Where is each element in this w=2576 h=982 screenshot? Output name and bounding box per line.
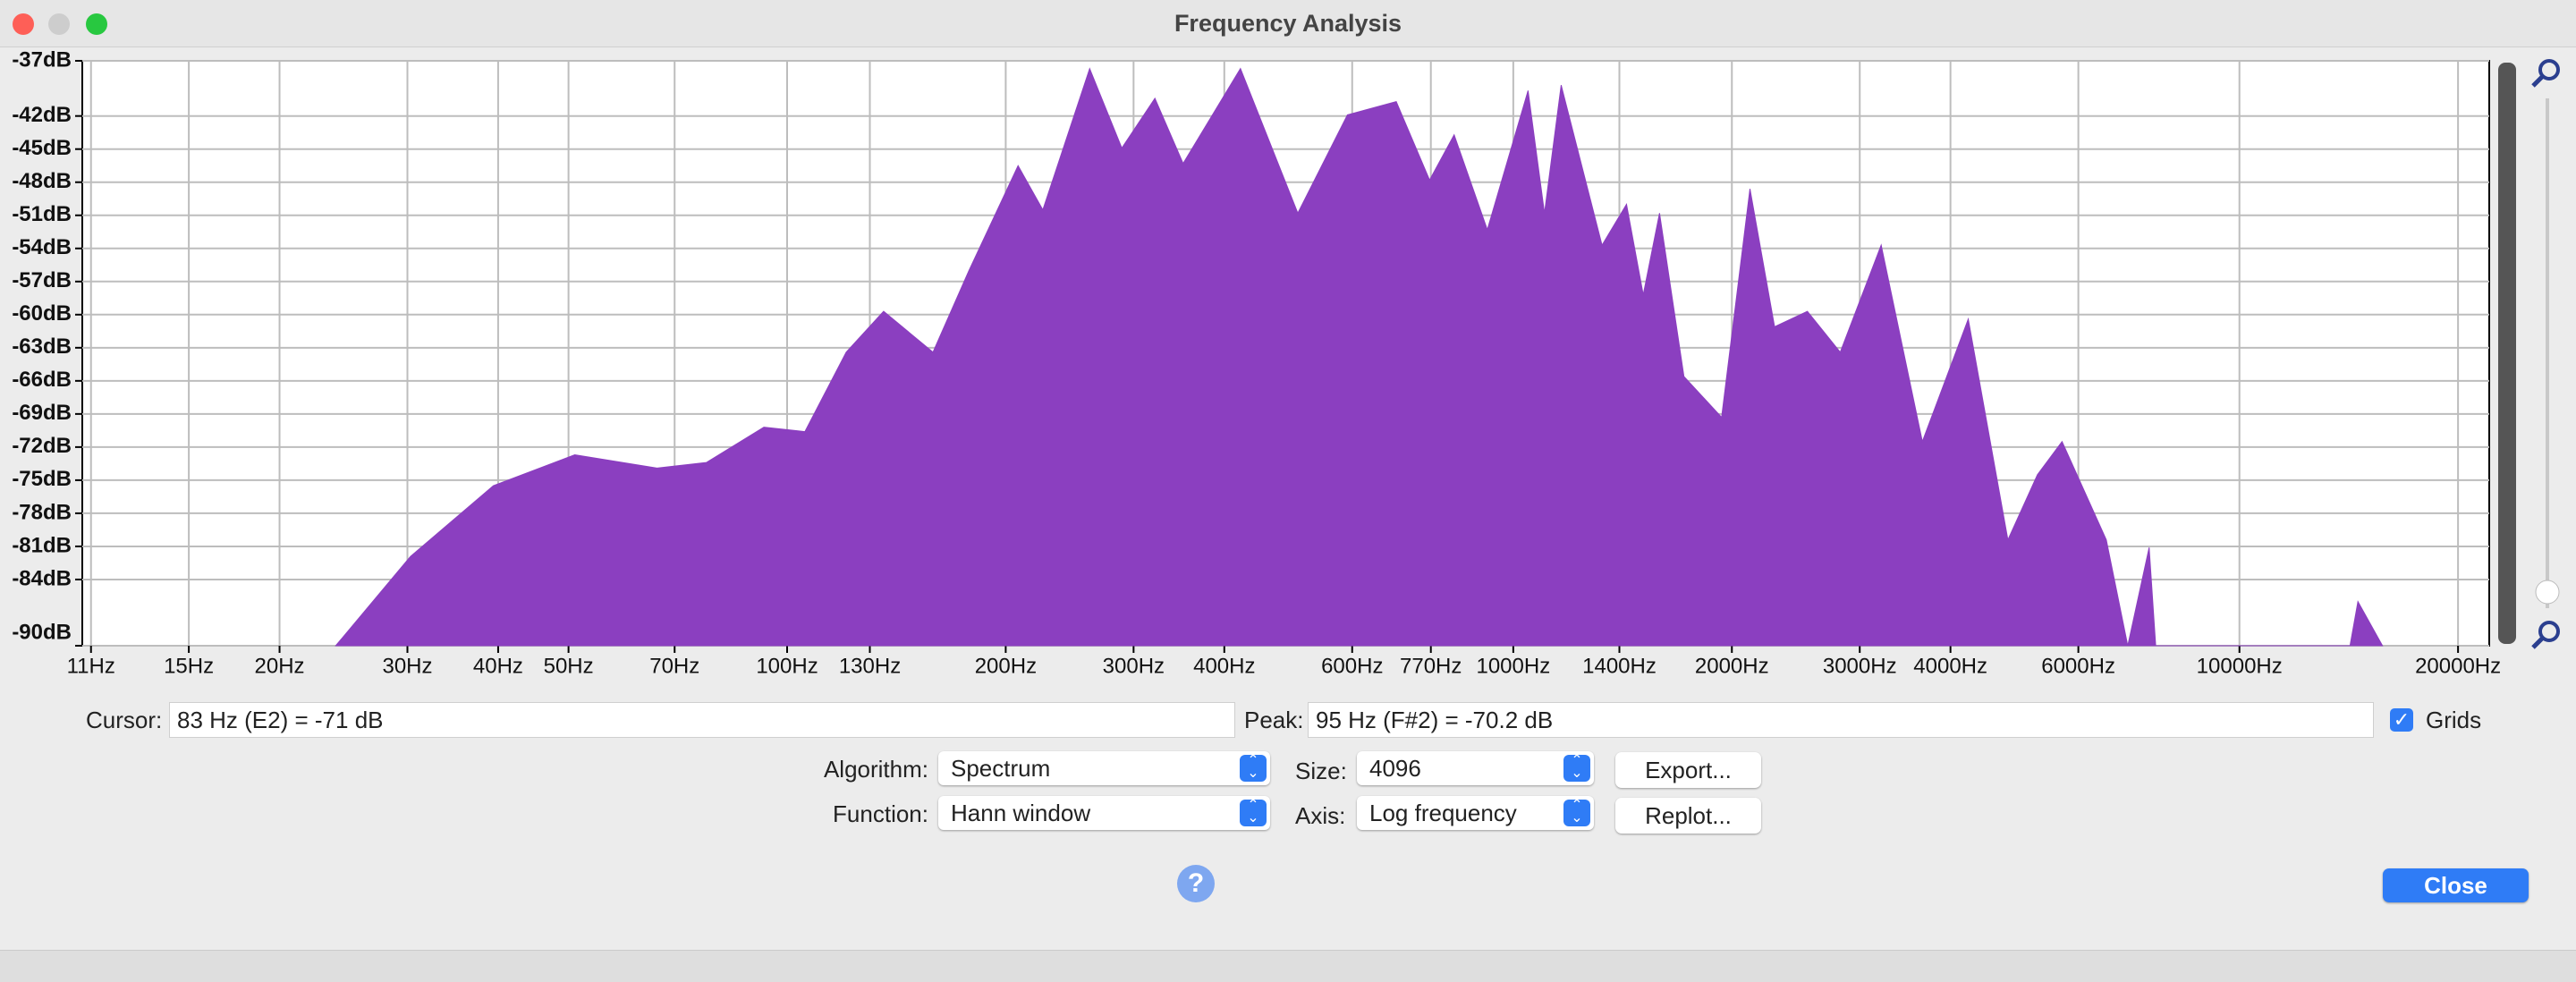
x-tick-label: 770Hz [1400,654,1462,678]
window-title: Frequency Analysis [1174,10,1402,37]
y-tick-label: -78dB [12,500,72,524]
peak-label: Peak: [1244,707,1304,733]
select-arrows: ⌃ ⌄ [1563,754,1590,782]
y-tick-label: -75dB [12,467,72,491]
x-tick-label: 3000Hz [1823,654,1897,678]
plot-layer: -37dB -42dB -45dB -48dB -51dB -54dB -57dB -60dB… [12,47,2501,678]
y-tick-label: -54dB [12,235,72,259]
status-bar [0,950,2576,982]
x-tick-label: 4000Hz [1913,654,1987,678]
function-select[interactable]: Hann window ⌃ ⌄ [938,796,1270,830]
y-tick-label: -84dB [12,566,72,590]
close-dot[interactable] [13,13,34,35]
x-tick-label: 1400Hz [1582,654,1657,678]
cursor-field: 83 Hz (E2) = -71 dB [169,702,1235,738]
y-tick-label: -48dB [12,169,72,193]
peak-field: 95 Hz (F#2) = -70.2 dB [1308,702,2374,738]
zoom-out[interactable] [2531,621,2560,649]
y-tick-label: -81dB [12,533,72,557]
x-tick-label: 300Hz [1103,654,1165,678]
y-tick-label: -60dB [12,301,72,326]
x-tick-label: 50Hz [544,654,594,678]
y-tick-label: -37dB [12,47,72,72]
zoom-in[interactable] [2531,59,2560,88]
x-tick-label: 130Hz [839,654,901,678]
export-button[interactable]: Export... [1615,752,1761,788]
close-button[interactable]: Close [2383,868,2529,902]
algorithm-value: Spectrum [951,755,1051,782]
y-tick-label: -57dB [12,268,72,292]
x-tick-label: 200Hz [975,654,1037,678]
x-tick-label: 20000Hz [2415,654,2501,678]
spectrum-area [335,67,2384,647]
grids-checkbox[interactable]: ✓ [2390,708,2413,732]
x-tick-label: 2000Hz [1695,654,1769,678]
y-tick-label: -90dB [12,620,72,644]
help-button[interactable]: ? [1177,865,1215,902]
select-arrows: ⌃ ⌄ [1240,754,1267,782]
select-arrows: ⌃ ⌄ [1563,799,1590,826]
replot-button[interactable]: Replot... [1615,798,1761,834]
y-tick-label: -66dB [12,368,72,392]
x-tick-label: 20Hz [255,654,305,678]
x-tick-label: 40Hz [473,654,523,678]
x-tick-label: 70Hz [649,654,699,678]
y-tick-label: -42dB [12,103,72,127]
algorithm-select[interactable]: Spectrum ⌃ ⌄ [938,751,1270,785]
zoom-dot[interactable] [86,13,107,35]
axis-value: Log frequency [1369,800,1517,826]
axis-select[interactable]: Log frequency ⌃ ⌄ [1357,796,1594,830]
x-tick-label: 15Hz [164,654,214,678]
y-tick-label: -63dB [12,334,72,359]
size-value: 4096 [1369,755,1421,782]
size-label: Size: [1295,758,1347,784]
x-tick-label: 400Hz [1193,654,1255,678]
x-tick-label: 600Hz [1321,654,1383,678]
y-tick-label: -72dB [12,434,72,458]
algorithm-label: Algorithm: [823,756,928,783]
x-tick-label: 100Hz [756,654,818,678]
y-tick-label: -69dB [12,401,72,425]
x-tick-label: 11Hz [67,654,115,678]
x-tick-label: 30Hz [382,654,432,678]
y-tick-label: -45dB [12,136,72,160]
function-label: Function: [833,800,928,827]
function-value: Hann window [951,800,1091,826]
x-tick-label: 1000Hz [1476,654,1550,678]
y-tick-label: -51dB [12,202,72,226]
grids-label[interactable]: Grids [2426,707,2482,733]
size-select[interactable]: 4096 ⌃ ⌄ [1357,751,1594,785]
select-arrows: ⌃ ⌄ [1240,799,1267,826]
chart: -37dB -42dB -45dB -48dB -51dB -54dB -57dB -60dB… [12,47,2560,678]
zoom-thumb[interactable] [2535,580,2560,605]
scrollbar[interactable] [2498,63,2516,644]
x-tick-label: 10000Hz [2197,654,2283,678]
minimize-dot[interactable] [48,13,70,35]
x-tick-label: 6000Hz [2041,654,2115,678]
axis-label: Axis: [1295,802,1346,829]
title-bar [0,0,2576,47]
cursor-label: Cursor: [86,707,163,733]
